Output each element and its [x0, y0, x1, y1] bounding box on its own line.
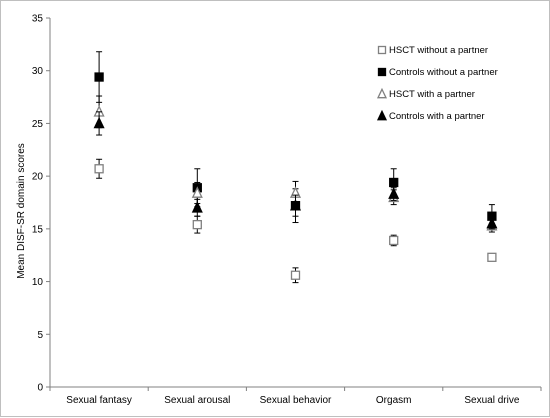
series-group [94, 158, 497, 284]
legend-label: HSCT without a partner [389, 45, 488, 56]
legend: HSCT without a partner Controls without a… [376, 45, 498, 122]
y-tick-label: 15 [32, 224, 44, 235]
data-point [487, 252, 497, 262]
legend-label: Controls with a partner [389, 111, 485, 122]
y-tick-label: 0 [37, 383, 43, 394]
data-point [191, 186, 203, 198]
data-point [93, 116, 105, 129]
legend-marker [377, 45, 387, 55]
data-point [290, 270, 301, 280]
x-category-label: Sexual behavior [260, 395, 332, 406]
x-category-label: Sexual arousal [164, 395, 230, 406]
data-point [191, 201, 203, 213]
axes [49, 18, 541, 388]
x-category-label: Sexual drive [464, 395, 519, 406]
y-tick-label: 25 [32, 119, 44, 130]
data-point [94, 72, 104, 82]
x-category-label: Orgasm [376, 395, 412, 406]
x-category-labels: Sexual fantasy Sexual arousal Sexual behav… [49, 387, 542, 406]
y-ticks: 0 5 10 15 20 25 30 35 [32, 14, 50, 394]
y-tick-label: 20 [32, 172, 44, 183]
y-axis-title: Mean DISF-SR domain scores [16, 143, 27, 279]
y-tick-label: 5 [37, 330, 43, 341]
data-point [192, 219, 202, 230]
legend-label: HSCT with a partner [389, 89, 475, 100]
legend-marker [377, 67, 387, 77]
y-tick-label: 10 [32, 277, 44, 288]
legend-label: Controls without a partner [389, 67, 498, 78]
data-marks [93, 51, 498, 284]
legend-marker [376, 109, 388, 121]
y-tick-label: 35 [32, 14, 44, 25]
data-point [389, 177, 399, 188]
legend-marker [376, 87, 388, 99]
data-point [388, 187, 400, 199]
x-category-label: Sexual fantasy [66, 395, 132, 406]
data-point [94, 164, 104, 174]
series-group [93, 111, 498, 230]
data-point [389, 235, 399, 246]
y-tick-label: 30 [32, 66, 44, 77]
data-point [486, 216, 498, 229]
data-point [289, 198, 302, 211]
